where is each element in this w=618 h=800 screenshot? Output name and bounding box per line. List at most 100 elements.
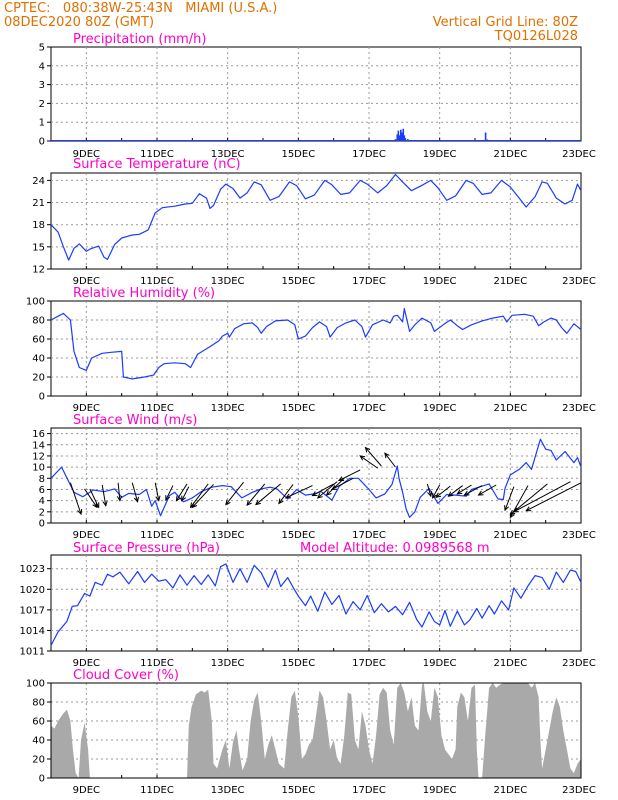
header-location: CPTEC: 080:38W-25:43N MIAMI (U.S.A.) (4, 1, 277, 16)
wind-vector (278, 484, 294, 505)
x-tick-label: 21DEC (493, 403, 527, 414)
y-tick-label: 3 (39, 80, 45, 91)
y-tick-label: 100 (26, 297, 45, 308)
panel-frame (50, 300, 582, 397)
x-tick-label: 23DEC (562, 149, 596, 160)
x-tick-label: 15DEC (281, 785, 315, 796)
y-tick-label: 1011 (20, 647, 45, 658)
y-tick-label: 1014 (20, 626, 45, 637)
x-tick-label: 17DEC (352, 530, 386, 541)
wind-vector (131, 482, 139, 503)
header-run-date: 08DEC2020 80Z (GMT) (4, 15, 154, 30)
x-tick-label: 17DEC (352, 403, 386, 414)
y-tick-label: 80 (32, 698, 45, 709)
y-tick-label: 14 (32, 440, 45, 451)
wind-vector (364, 446, 382, 467)
x-tick-label: 19DEC (423, 276, 457, 287)
x-tick-label: 11DEC (140, 530, 174, 541)
cloud-cover-area (51, 683, 581, 778)
rh-series-line (50, 308, 582, 380)
precip-bar (404, 138, 407, 141)
x-tick-label: 15DEC (281, 530, 315, 541)
y-tick-label: 10 (32, 463, 45, 474)
y-tick-label: 21 (32, 198, 45, 209)
y-tick-label: 1 (39, 118, 45, 129)
y-tick-label: 1017 (20, 605, 45, 616)
y-tick-label: 80 (32, 316, 45, 327)
wind-vector (330, 477, 354, 491)
x-tick-label: 23DEC (562, 658, 596, 669)
x-tick-label: 23DEC (562, 276, 596, 287)
wind-vector (509, 483, 548, 516)
y-tick-label: 40 (32, 354, 45, 365)
y-tick-label: 4 (39, 61, 45, 72)
y-tick-label: 18 (32, 220, 45, 231)
x-tick-label: 15DEC (281, 403, 315, 414)
panel-frame (50, 172, 582, 270)
y-tick-label: 5 (39, 43, 45, 54)
wind-vector (432, 484, 441, 499)
y-tick-label: 1020 (20, 585, 45, 596)
precip-bar (403, 135, 406, 141)
header-model-id: TQ0126L028 (494, 29, 578, 44)
y-tick-label: 1023 (20, 564, 45, 575)
y-tick-label: 0 (39, 137, 45, 148)
y-tick-label: 100 (26, 679, 45, 690)
x-tick-label: 17DEC (352, 785, 386, 796)
x-tick-label: 9DEC (73, 149, 100, 160)
wind-vector (101, 484, 108, 507)
wind-vector (504, 486, 515, 512)
x-tick-label: 13DEC (211, 276, 245, 287)
panel-frame (50, 427, 582, 524)
wind-vector (435, 485, 451, 499)
x-tick-label: 15DEC (281, 276, 315, 287)
x-tick-label: 11DEC (140, 785, 174, 796)
x-tick-label: 9DEC (73, 658, 100, 669)
header-vertical-grid: Vertical Grid Line: 80Z (433, 15, 578, 30)
x-tick-label: 11DEC (140, 403, 174, 414)
wind-vector (175, 483, 188, 502)
y-tick-label: 40 (32, 736, 45, 747)
precip-bar (401, 132, 403, 141)
wind-vector (456, 484, 472, 495)
x-tick-label: 19DEC (423, 149, 457, 160)
model-altitude-note: Model Altitude: 0.0989568 m (300, 541, 490, 556)
wind-vector (311, 483, 334, 497)
x-tick-label: 21DEC (493, 658, 527, 669)
x-tick-label: 13DEC (211, 658, 245, 669)
y-tick-label: 20 (32, 373, 45, 384)
panel-title: Cloud Cover (%) (73, 668, 179, 683)
precip-bar (398, 135, 401, 141)
x-tick-label: 15DEC (281, 658, 315, 669)
x-tick-label: 9DEC (73, 403, 100, 414)
precip-bar (397, 130, 400, 141)
x-tick-label: 9DEC (73, 785, 100, 796)
x-tick-label: 19DEC (423, 403, 457, 414)
precip-bar (400, 129, 402, 141)
y-tick-label: 60 (32, 717, 45, 728)
panel-title: Relative Humidity (%) (73, 286, 215, 301)
panel-frame-overlay (50, 682, 582, 779)
y-tick-label: 15 (32, 242, 45, 253)
wind-vector (463, 485, 483, 496)
x-tick-label: 19DEC (423, 658, 457, 669)
precip-bar (484, 132, 487, 141)
panel-title: Surface Wind (m/s) (73, 413, 197, 428)
y-tick-label: 4 (39, 496, 45, 507)
wind-vector (447, 485, 463, 497)
wind-series-line (50, 438, 582, 518)
x-tick-label: 23DEC (562, 530, 596, 541)
x-tick-label: 13DEC (211, 530, 245, 541)
y-tick-label: 16 (32, 429, 45, 440)
x-tick-label: 21DEC (493, 785, 527, 796)
x-tick-label: 11DEC (140, 149, 174, 160)
y-tick-label: 12 (32, 451, 45, 462)
wind-vector (255, 483, 281, 506)
y-tick-label: 0 (39, 774, 45, 785)
x-tick-label: 23DEC (562, 403, 596, 414)
x-tick-label: 9DEC (73, 276, 100, 287)
wind-vector (359, 455, 379, 469)
x-tick-label: 17DEC (352, 276, 386, 287)
panel-frame (50, 554, 582, 652)
